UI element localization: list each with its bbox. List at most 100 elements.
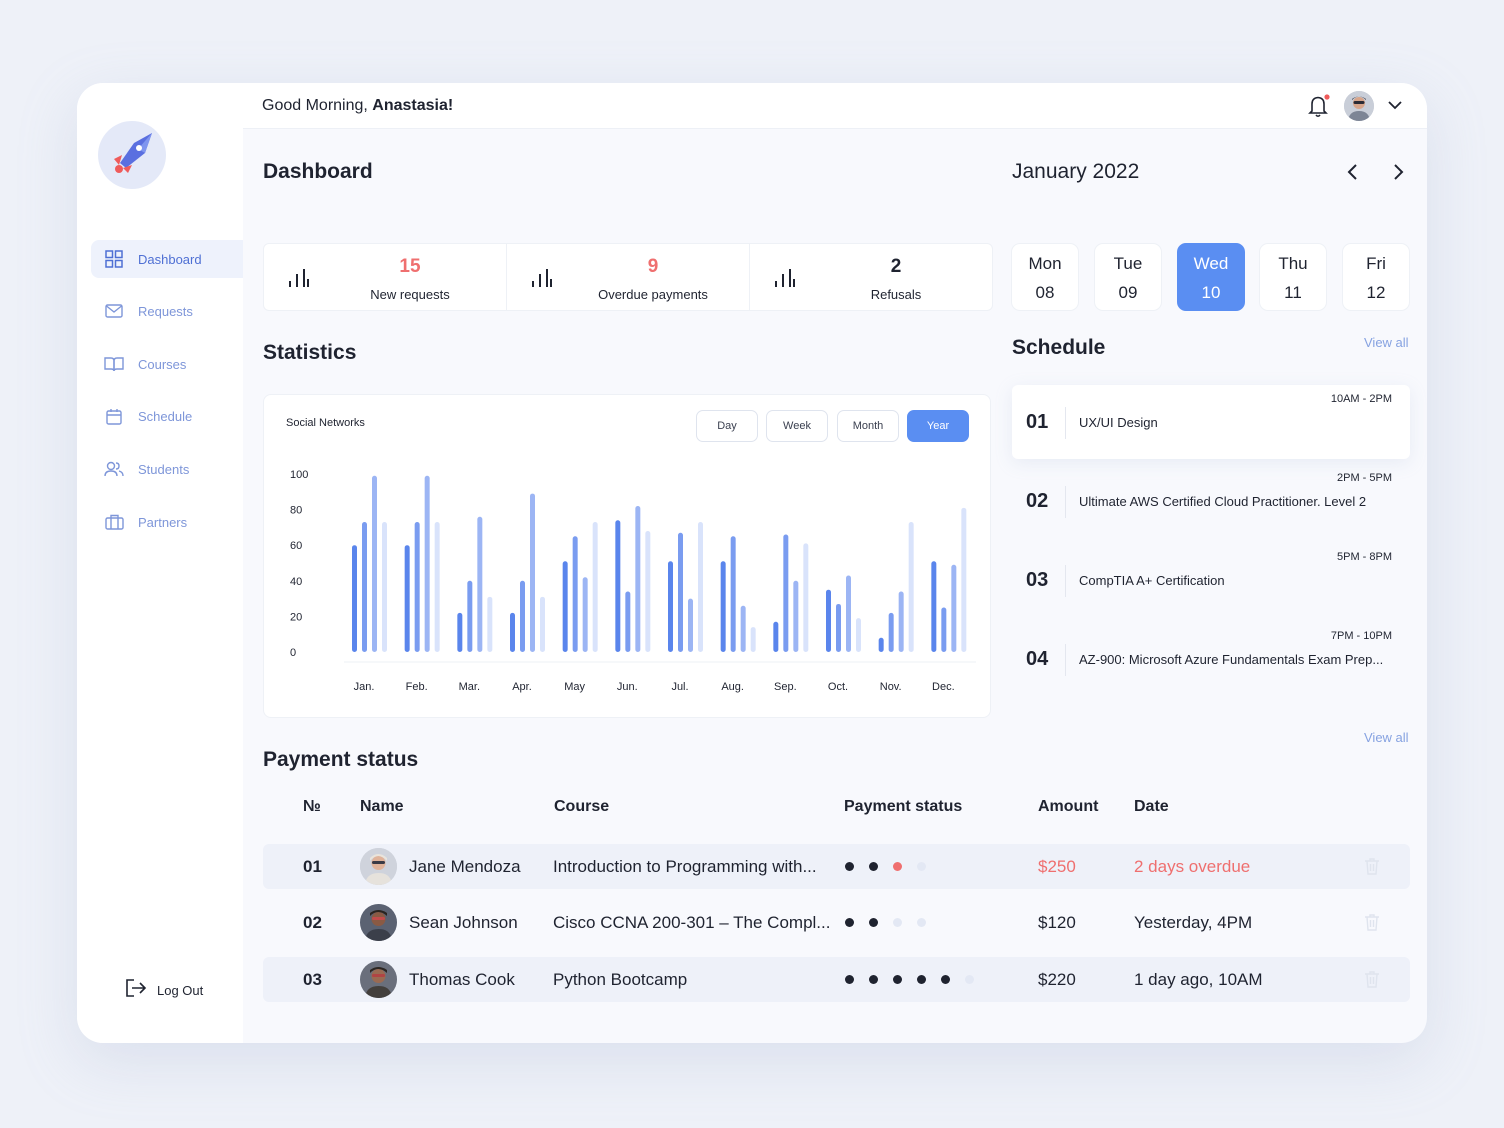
calendar-day-mon[interactable]: Mon 08 [1011,243,1079,311]
calendar-icon [104,406,124,426]
chart-bar [362,522,367,652]
table-row[interactable]: 01 Jane Mendoza Introduction to Programm… [263,844,1410,889]
sidebar-item-partners[interactable]: Partners [91,503,243,541]
schedule-item[interactable]: 02 Ultimate AWS Certified Cloud Practiti… [1012,464,1410,538]
kpi-overdue-payments[interactable]: 9 Overdue payments [507,244,750,310]
rocket-logo-icon[interactable] [98,121,166,189]
notification-bell-icon[interactable] [1307,93,1331,119]
progress-dot [845,918,854,927]
x-tick-label: Apr. [512,681,532,693]
chart-bar [424,475,430,652]
kpi-value: 9 [647,256,659,277]
avatar [360,961,397,998]
chart-bar [678,532,683,652]
kpi-new-requests[interactable]: 15 New requests [264,244,507,310]
chart-bar [467,580,473,652]
kpi-value: 2 [890,256,902,277]
student-name: Sean Johnson [409,913,518,932]
range-day-button[interactable]: Day [696,410,758,442]
chart-bar [477,516,483,652]
schedule-item[interactable]: 03 CompTIA A+ Certification 5PM - 8PM [1012,543,1410,617]
schedule-item[interactable]: 01 UX/UI Design 10AM - 2PM [1012,385,1410,459]
range-month-button[interactable]: Month [837,410,899,442]
trash-icon[interactable] [1364,970,1380,993]
chart-bar [803,543,809,652]
chart-bar [540,596,545,652]
chart-bar [720,561,726,652]
y-tick-label: 0 [290,647,296,659]
chart-bar [404,545,410,652]
column-header-course: Course [554,798,610,815]
chevron-left-icon[interactable] [1345,163,1361,186]
sidebar-item-dashboard[interactable]: Dashboard [91,240,243,278]
table-row[interactable]: 02 Sean Johnson Cisco CCNA 200-301 – The… [263,900,1410,945]
chart-bar [592,522,598,652]
student-name: Thomas Cook [409,970,515,989]
sidebar-item-label: Partners [138,514,188,530]
trash-icon[interactable] [1364,857,1380,880]
calendar-day-thu[interactable]: Thu 11 [1259,243,1327,311]
chart-bar [414,522,420,652]
sidebar-item-schedule[interactable]: Schedule [91,397,243,435]
chart-bar [434,522,440,652]
payments-view-all-link[interactable]: View all [1364,730,1409,745]
day-date: 09 [1118,283,1138,302]
top-header [243,83,1427,129]
range-year-button[interactable]: Year [907,410,969,442]
grid-icon [104,249,124,269]
logout-button[interactable]: Log Out [125,978,203,1003]
greeting: Good Morning, Anastasia! [262,97,453,115]
mail-icon [104,301,124,321]
progress-dot [893,975,902,984]
kpi-label: New requests [370,287,450,302]
bar-chart-icon [774,268,796,293]
schedule-item[interactable]: 04 AZ-900: Microsoft Azure Fundamentals … [1012,622,1410,696]
chevron-right-icon[interactable] [1390,163,1406,186]
chart-bar [635,506,641,652]
chevron-down-icon[interactable] [1387,97,1403,118]
schedule-view-all-link[interactable]: View all [1364,335,1409,350]
payment-progress-dots [845,975,989,984]
chart-bar [773,621,779,652]
avatar [360,904,397,941]
page-title: Dashboard [263,160,373,183]
column-header-name: Name [360,798,404,815]
sidebar-item-requests[interactable]: Requests [91,292,243,330]
x-tick-label: Nov. [880,681,902,693]
progress-dot [917,918,926,927]
row-number: 02 [303,913,322,932]
calendar-day-fri[interactable]: Fri 12 [1342,243,1410,311]
amount: $220 [1038,970,1076,989]
kpi-refusals[interactable]: 2 Refusals [750,244,992,310]
day-date: 08 [1035,283,1055,302]
table-row[interactable]: 03 Thomas Cook Python Bootcamp $220 1 da… [263,957,1410,1002]
schedule-course: Ultimate AWS Certified Cloud Practitione… [1079,494,1367,509]
x-tick-label: Aug. [721,681,744,693]
greeting-user-name: Anastasia! [372,97,454,114]
student-name: Jane Mendoza [409,857,521,876]
schedule-number: 01 [1026,411,1049,433]
course-name: Introduction to Programming with... [553,857,817,876]
app-window: Dashboard Requests Courses Schedule Stud… [77,83,1427,1043]
sidebar-item-courses[interactable]: Courses [91,345,243,383]
progress-dot [845,862,854,871]
chart-bar [846,575,851,652]
calendar-day-tue[interactable]: Tue 09 [1094,243,1162,311]
course-name: Python Bootcamp [553,970,688,989]
progress-dot [917,975,926,984]
calendar-day-wed[interactable]: Wed 10 [1177,243,1245,311]
statistics-card: Social Networks Day Week Month Year 0 20 4… [263,394,991,718]
schedule-number: 02 [1026,490,1049,512]
logout-icon [125,978,147,1003]
progress-dot [941,975,950,984]
trash-icon[interactable] [1364,913,1380,936]
progress-dot [893,918,902,927]
user-avatar[interactable] [1344,91,1374,121]
chart-bar [530,493,535,652]
progress-dot [965,975,974,984]
sidebar-item-label: Dashboard [138,251,202,267]
sidebar-item-students[interactable]: Students [91,450,243,488]
chart-bar [878,637,884,652]
range-week-button[interactable]: Week [766,410,828,442]
chart-bar [688,598,693,652]
